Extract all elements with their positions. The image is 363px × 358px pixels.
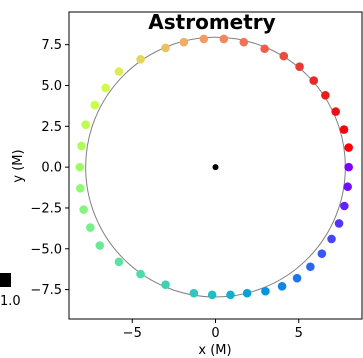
data-point	[86, 223, 95, 232]
colorbar-fragment	[0, 273, 11, 287]
x-axis-ticks: −5 0 5	[123, 319, 303, 341]
data-point	[295, 62, 304, 72]
data-point	[334, 219, 344, 228]
y-tick-label: −2.5	[30, 201, 62, 216]
x-tick-label: −5	[123, 326, 142, 341]
data-point	[331, 107, 340, 116]
data-point	[344, 143, 353, 152]
y-tick-label: 7.5	[41, 38, 62, 53]
x-tick-label: 5	[295, 326, 303, 341]
data-point	[90, 100, 100, 110]
data-point	[277, 282, 287, 291]
y-tick-label: 2.5	[41, 120, 62, 135]
y-tick-label: −5.0	[30, 242, 62, 257]
data-point	[75, 162, 85, 172]
data-point	[261, 286, 270, 296]
data-point	[199, 34, 209, 44]
data-point	[239, 37, 249, 47]
data-point	[242, 288, 252, 298]
y-tick-label: 5.0	[41, 79, 62, 94]
data-point	[226, 290, 235, 300]
data-point	[136, 269, 145, 279]
data-point	[327, 234, 336, 244]
data-point	[279, 51, 289, 61]
y-tick-label: 0.0	[41, 161, 62, 176]
data-point	[260, 44, 269, 54]
data-point	[340, 201, 349, 211]
data-point	[81, 120, 90, 129]
data-point	[161, 280, 170, 290]
data-point	[179, 37, 189, 47]
y-tick-label: −7.5	[30, 283, 62, 298]
data-point	[309, 76, 319, 85]
data-point	[321, 90, 330, 100]
data-point	[344, 162, 353, 172]
data-point	[161, 43, 170, 53]
data-point	[292, 273, 302, 283]
data-point	[339, 125, 349, 134]
data-point	[95, 241, 105, 250]
colorbar-tick-label: 1.0	[0, 294, 21, 309]
data-point	[306, 262, 315, 272]
y-axis-label: y (M)	[11, 149, 26, 182]
chart-title: Astrometry	[148, 10, 275, 34]
y-axis-ticks: −7.5 −5.0 −2.5 0.0 2.5 5.0 7.5	[30, 38, 69, 298]
data-point	[189, 288, 199, 298]
data-point	[136, 55, 145, 64]
center-marker	[212, 164, 219, 171]
data-point	[343, 182, 352, 192]
data-point	[76, 184, 85, 193]
data-point	[79, 205, 88, 214]
data-point	[114, 257, 124, 267]
data-point	[207, 290, 217, 300]
x-tick-label: 0	[211, 326, 219, 341]
x-axis-label: x (M)	[198, 343, 231, 358]
data-point	[77, 141, 86, 151]
data-point	[317, 249, 327, 258]
data-points	[75, 34, 353, 300]
data-point	[101, 83, 110, 93]
data-point	[114, 67, 124, 76]
data-point	[219, 34, 229, 44]
